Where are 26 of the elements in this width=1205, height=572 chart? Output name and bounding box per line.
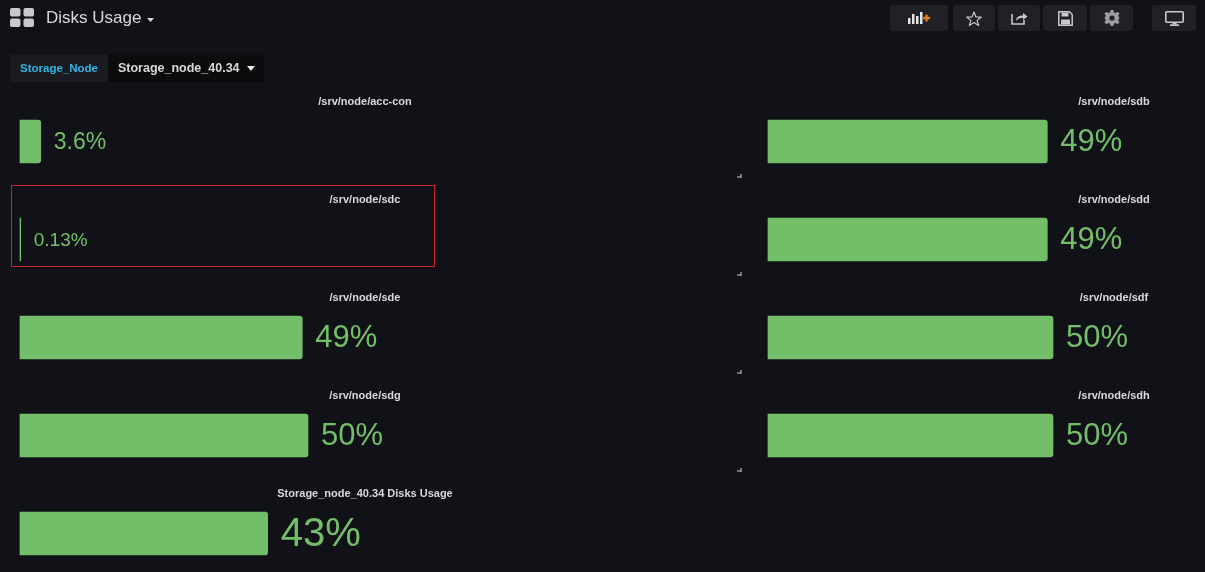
y-tick-label: /srv/node/sdc bbox=[329, 193, 401, 206]
bar bbox=[19, 119, 42, 164]
data-label: 50% bbox=[1066, 319, 1129, 355]
annotation: Storage_node_40.34 bbox=[117, 60, 240, 77]
dropdown: Storage_node_40.34 bbox=[107, 55, 264, 82]
data-label: 49% bbox=[1060, 123, 1123, 159]
y-tick-label: /srv/node/sde bbox=[329, 291, 401, 304]
bar bbox=[19, 413, 309, 458]
y-tick-label: /srv/node/sdd bbox=[1078, 193, 1150, 206]
y-tick-label: /srv/node/sdf bbox=[1079, 291, 1149, 304]
data-label: 49% bbox=[1060, 221, 1123, 257]
data-label: 0.13% bbox=[33, 228, 88, 250]
data-label: 43% bbox=[280, 509, 361, 554]
data-label: 50% bbox=[1066, 417, 1129, 453]
y-tick-label: Storage_node_40.34 Disks Usage bbox=[277, 487, 453, 500]
bar bbox=[19, 511, 269, 556]
data-label: 49% bbox=[315, 319, 378, 355]
data-label: 50% bbox=[321, 417, 384, 453]
y-tick-label: /srv/node/sdh bbox=[1078, 389, 1151, 402]
bar bbox=[19, 315, 303, 360]
annotation: Storage_Node bbox=[20, 61, 98, 76]
text: Disks Usage bbox=[46, 7, 142, 29]
y-tick-label: /srv/node/sdg bbox=[329, 389, 401, 402]
y-tick-label: /srv/node/acc-con bbox=[318, 95, 413, 108]
data-label: 3.6% bbox=[53, 127, 107, 154]
y-tick-label: /srv/node/sdb bbox=[1078, 95, 1151, 108]
